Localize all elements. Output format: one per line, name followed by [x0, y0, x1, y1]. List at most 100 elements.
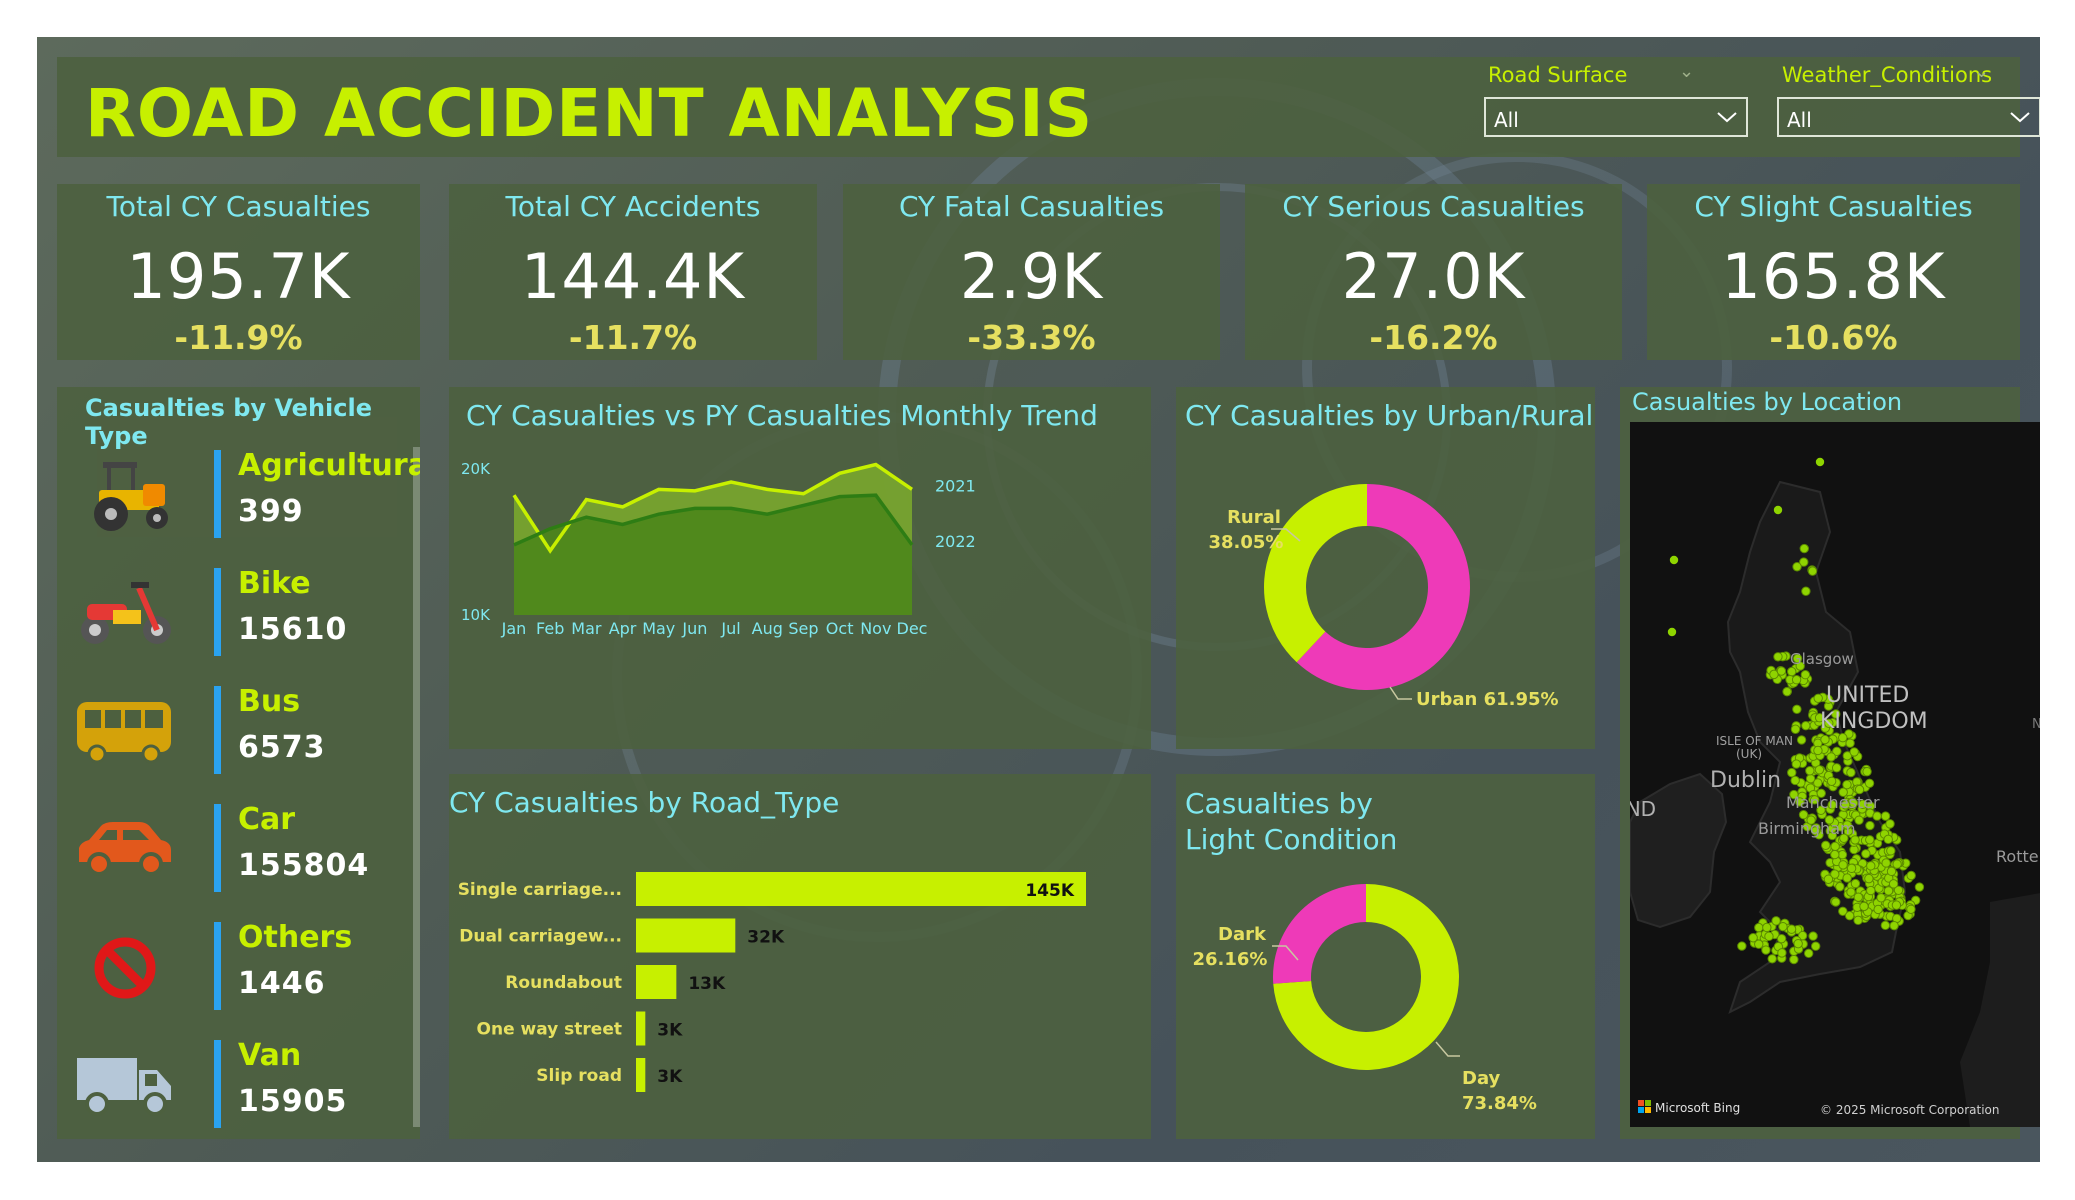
casualty-point: [1789, 954, 1799, 965]
kpi-card-total-accidents: Total CY Accidents 144.4K -11.7%: [449, 184, 817, 360]
casualty-point: [1850, 835, 1860, 845]
vehicle-accent-bar: [214, 686, 221, 774]
casualty-point: [1906, 904, 1916, 914]
casualty-point: [1866, 861, 1876, 871]
location-map[interactable]: Glasgow UNITED KINGDOM ISLE OF MAN (UK) …: [1630, 422, 2040, 1127]
header-panel: ROAD ACCIDENT ANALYSIS Road Surface ⌄ Al…: [57, 57, 2040, 157]
series-line-2021: [512, 462, 913, 554]
casualty-point: [1826, 752, 1836, 762]
category-label: Slip road: [536, 1066, 622, 1086]
donut-slice-rural: [1264, 484, 1367, 663]
casualty-point: [1861, 849, 1871, 859]
data-label: 3K: [657, 1021, 683, 1041]
casualty-point: [1805, 773, 1816, 784]
series-line-2022: [513, 493, 914, 547]
location-map-panel: Casualties by Location Glasgow UNITED KI…: [1620, 387, 2040, 1139]
monthly-trend-title: CY Casualties vs PY Casualties Monthly T…: [466, 399, 1098, 432]
casualty-point: [1888, 879, 1899, 889]
casualty-point: [1865, 820, 1875, 831]
weather-conditions-slicer[interactable]: All: [1777, 97, 2040, 137]
vehicle-row-bus[interactable]: Bus 6573: [57, 680, 417, 780]
casualty-point: [1864, 778, 1875, 788]
casualty-point: [1831, 709, 1841, 719]
x-tick-label: May: [642, 619, 675, 638]
casualty-point: [1773, 652, 1783, 662]
casualty-point: [1764, 931, 1774, 942]
chevron-down-icon[interactable]: [2009, 110, 2031, 124]
vehicle-row-car[interactable]: Car 155804: [57, 798, 417, 898]
kpi-card-fatal-casualties: CY Fatal Casualties 2.9K -33.3%: [843, 184, 1220, 360]
casualty-point: [1846, 767, 1856, 778]
vehicle-row-others[interactable]: Others 1446: [57, 916, 417, 1016]
urban-rural-donut[interactable]: Rural 38.05% Urban 61.95%: [1176, 387, 1595, 749]
casualty-point: [1853, 892, 1864, 902]
py-area: [514, 495, 912, 615]
dashboard-frame: ROAD ACCIDENT ANALYSIS Road Surface ⌄ Al…: [37, 37, 2040, 1162]
tractor-icon: [94, 462, 168, 531]
chevron-down-icon[interactable]: ⌄: [1974, 61, 1990, 82]
kpi-delta: -11.9%: [174, 318, 303, 357]
vehicle-value: 15610: [238, 612, 348, 647]
casualty-point: [1846, 887, 1856, 897]
vehicle-row-agricultural[interactable]: Agricultural 399: [57, 444, 420, 544]
vehicle-type-panel: Casualties by Vehicle Type Agricultural …: [57, 387, 420, 1139]
casualty-point: [1773, 505, 1783, 515]
bar-0: [636, 872, 1086, 906]
vehicle-name: Van: [238, 1038, 302, 1073]
road-surface-label: Road Surface: [1488, 63, 1628, 87]
chevron-down-icon[interactable]: [1716, 110, 1738, 124]
donut-slice-day: [1273, 884, 1459, 1070]
casualty-point: [1842, 751, 1853, 761]
bar-2: [636, 965, 677, 999]
casualty-point: [1737, 941, 1747, 951]
casualty-point: [1881, 858, 1891, 868]
casualty-point: [1831, 897, 1841, 907]
casualty-point: [1792, 653, 1803, 664]
casualty-point: [1891, 900, 1902, 910]
casualty-point: [1776, 666, 1787, 676]
casualty-point: [1832, 746, 1842, 756]
casualty-point: [1808, 931, 1818, 941]
vehicle-row-bike[interactable]: Bike 15610: [57, 562, 417, 662]
casualty-point: [1798, 809, 1809, 820]
road-surface-slicer[interactable]: All: [1484, 97, 1748, 137]
bing-attribution: Microsoft Bing: [1655, 1101, 1740, 1115]
casualty-point: [1807, 566, 1818, 576]
casualty-point: [1830, 849, 1840, 860]
kpi-value: 2.9K: [959, 240, 1104, 313]
casualty-point: [1893, 885, 1904, 895]
casualty-point: [1771, 916, 1781, 926]
kpi-title: Total CY Casualties: [106, 190, 371, 223]
casualty-point: [1824, 718, 1834, 728]
kpi-delta: -10.6%: [1769, 318, 1898, 357]
kpi-delta: -16.2%: [1369, 318, 1498, 357]
casualty-point: [1854, 784, 1865, 795]
scrollbar[interactable]: [413, 447, 420, 1127]
kpi-title: CY Serious Casualties: [1282, 190, 1585, 223]
casualty-point: [1839, 833, 1849, 843]
x-tick-label: Nov: [860, 619, 891, 638]
chevron-down-icon[interactable]: ⌄: [1679, 61, 1695, 82]
monthly-trend-chart[interactable]: 10K 20K Jan Feb Mar Apr May Jun Jul Aug Sep Oct Nov D…: [449, 387, 1151, 749]
vehicle-accent-bar: [214, 1040, 221, 1128]
map-label-rotterdam: Rotterdam: [1996, 847, 2040, 866]
urban-rural-title: CY Casualties by Urban/Rural: [1185, 399, 1594, 432]
casualty-point: [1667, 627, 1677, 637]
casualty-point: [1849, 747, 1859, 757]
x-tick-label: Jul: [720, 619, 740, 638]
light-condition-donut[interactable]: Dark 26.16% Day 73.84%: [1176, 774, 1595, 1139]
x-tick-label: Mar: [571, 619, 602, 638]
casualty-point: [1880, 920, 1891, 931]
casualty-point: [1892, 859, 1902, 869]
casualty-point: [1814, 765, 1825, 775]
bar-4: [636, 1058, 646, 1092]
casualty-point: [1813, 778, 1823, 788]
road-type-bar-chart[interactable]: Single carriage... 145K Dual carriagew... 3…: [449, 774, 1151, 1139]
casualty-point: [1886, 866, 1897, 877]
casualty-point: [1850, 878, 1861, 889]
casualty-point: [1844, 911, 1855, 921]
vehicle-row-van[interactable]: Van 15905: [57, 1034, 417, 1134]
map-label-manchester: Manchester: [1786, 793, 1880, 812]
vehicle-value: 399: [238, 494, 304, 529]
casualty-point: [1835, 882, 1845, 892]
